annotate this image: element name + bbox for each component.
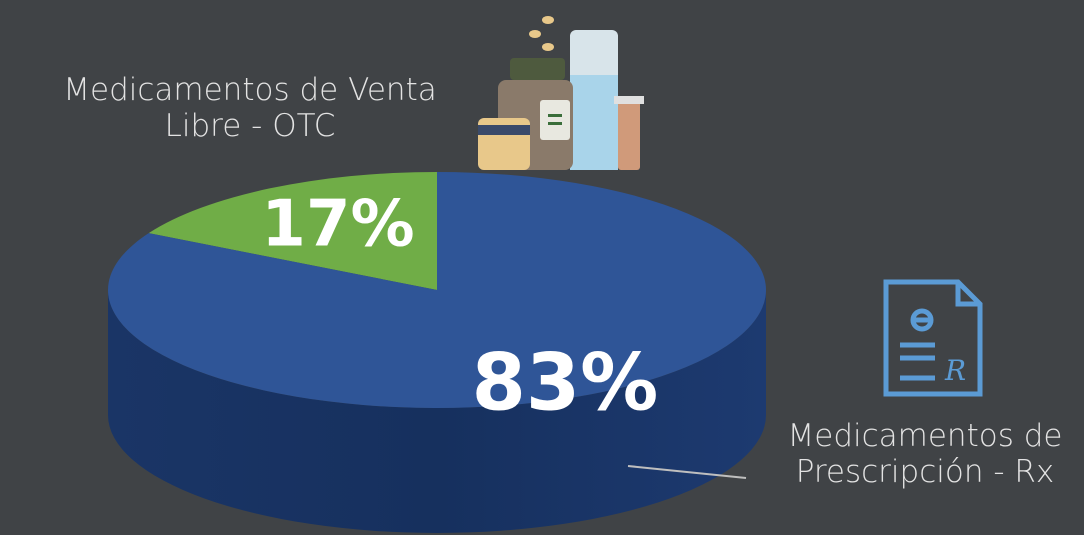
leader-line (627, 465, 747, 479)
value-label: 17% (261, 188, 414, 262)
category-label: Medicamentos de Prescripción - Rx (787, 418, 1063, 490)
pie-side (108, 290, 766, 533)
category-label: Medicamentos de Venta Libre - OTC (63, 72, 437, 144)
otc-icon (478, 16, 644, 170)
svg-text:R: R (944, 354, 966, 387)
pie: 17% 83% (107, 172, 766, 533)
value-label: 83% (472, 338, 659, 428)
rx-icon: R (883, 279, 983, 397)
pie-slice (107, 172, 766, 408)
pie-slice (148, 172, 437, 290)
